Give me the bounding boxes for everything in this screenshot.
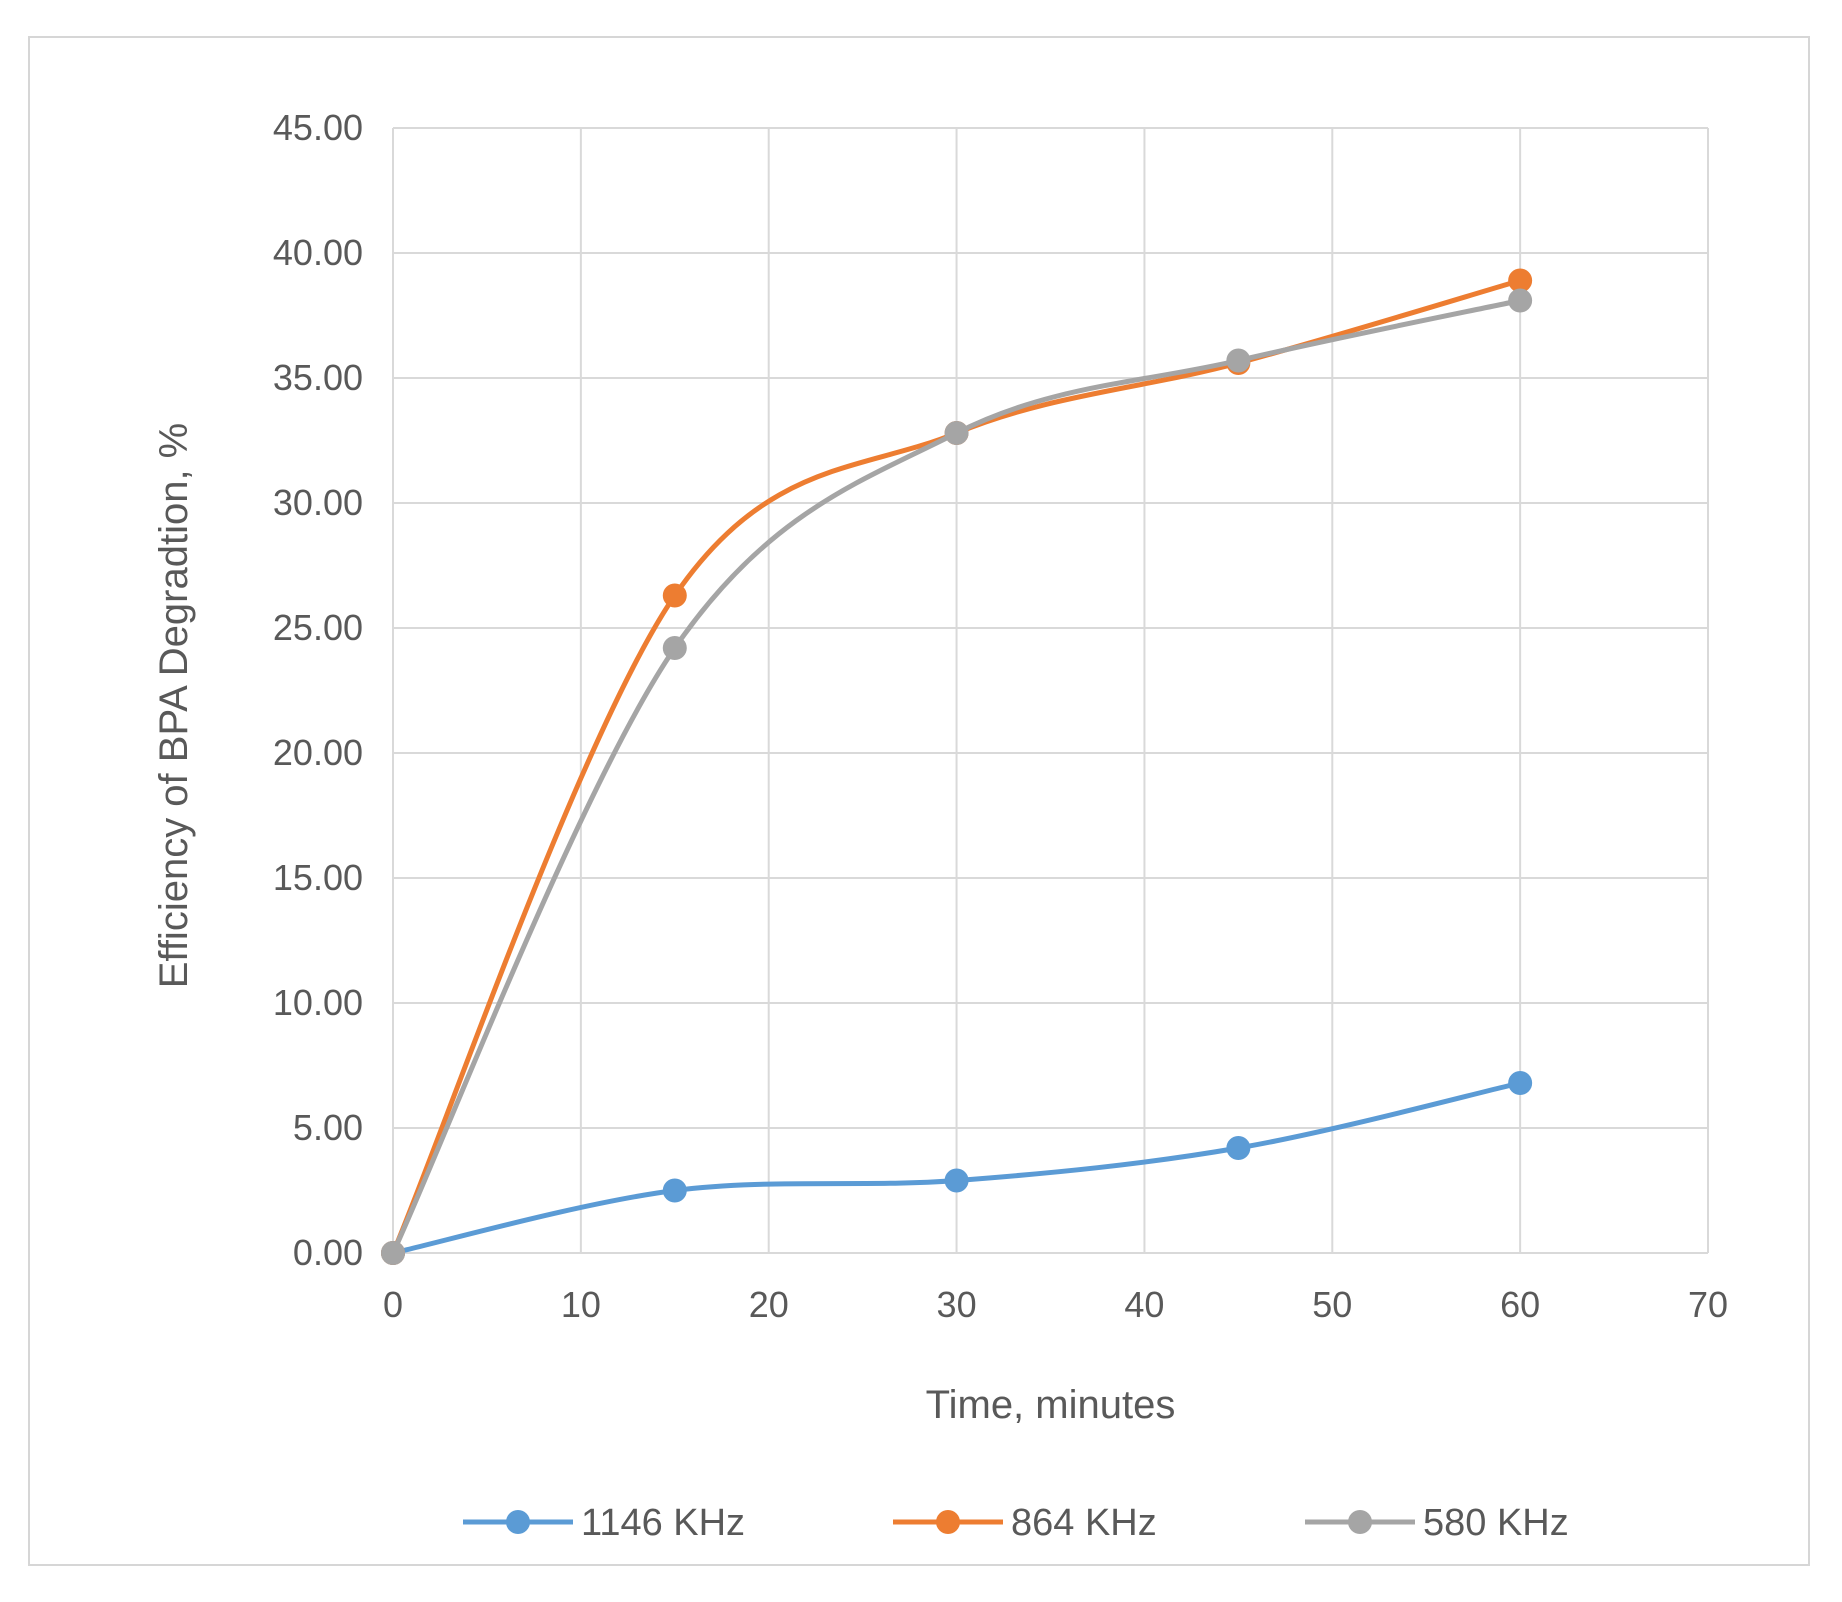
y-tick-label: 0.00 [293,1232,363,1273]
y-tick-label: 20.00 [273,732,363,773]
y-tick-label: 30.00 [273,482,363,523]
y-tick-label: 10.00 [273,982,363,1023]
x-axis-title: Time, minutes [926,1383,1176,1427]
x-tick-label: 30 [937,1284,977,1325]
legend: 1146 KHz 864 KHz 580 KHz [463,1502,1569,1544]
data-point [662,636,687,660]
x-tick-label: 40 [1124,1284,1164,1325]
x-tick-label: 60 [1500,1284,1540,1325]
legend-swatch-marker [506,1510,530,1534]
y-tick-label: 45.00 [273,107,363,148]
tick-labels: 0.00 5.00 10.00 15.00 20.00 25.00 30.00 35.00 40… [273,107,1728,1325]
y-tick-label: 15.00 [273,857,363,898]
x-tick-label: 20 [749,1284,789,1325]
data-point [1226,1136,1251,1160]
y-tick-label: 35.00 [273,357,363,398]
y-tick-label: 40.00 [273,232,363,273]
y-tick-label: 25.00 [273,607,363,648]
x-tick-label: 70 [1688,1284,1728,1325]
legend-item: 864 KHz [893,1502,1157,1544]
legend-swatch-marker [1348,1510,1372,1534]
legend-label: 864 KHz [1011,1502,1157,1544]
legend-label: 1146 KHz [581,1502,745,1544]
x-tick-label: 50 [1312,1284,1352,1325]
x-tick-label: 10 [561,1284,601,1325]
data-point [1508,1071,1533,1095]
series-line [390,298,1523,1256]
data-point [1508,268,1533,293]
data-point [662,1178,687,1203]
x-tick-label: 0 [383,1284,403,1325]
series-580-khz [381,288,1533,1265]
legend-item: 580 KHz [1305,1502,1569,1544]
y-tick-label: 5.00 [293,1107,363,1148]
y-axis-title: Efficiency of BPA Degradtion, % [152,423,196,989]
data-point [1508,288,1533,313]
legend-item: 1146 KHz [463,1502,745,1544]
data-point [662,583,687,608]
data-point [944,1168,969,1193]
grid [392,127,1709,1254]
legend-swatch-marker [936,1510,960,1534]
legend-label: 580 KHz [1423,1502,1569,1544]
data-point [381,1241,405,1265]
data-point [944,421,969,445]
series [381,268,1533,1265]
data-point [1226,348,1251,373]
